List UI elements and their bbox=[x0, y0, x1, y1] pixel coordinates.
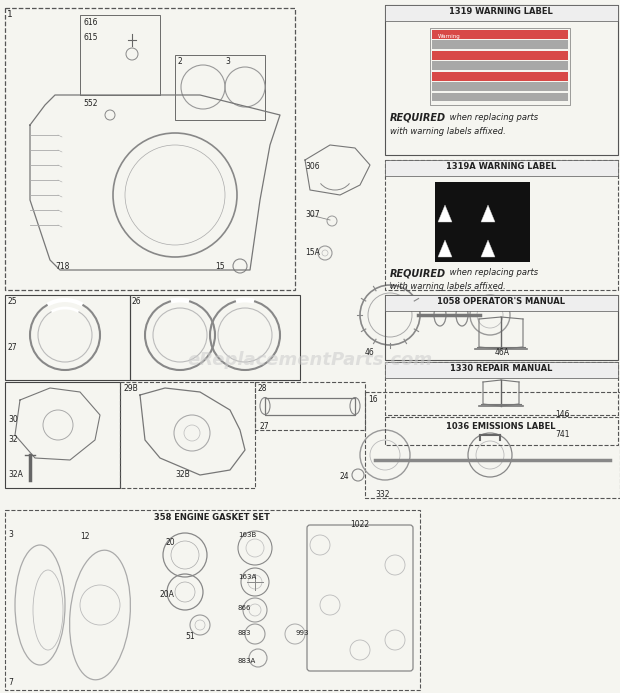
Text: 3: 3 bbox=[225, 57, 230, 66]
Polygon shape bbox=[481, 240, 495, 257]
Bar bbox=[432, 40, 568, 49]
Polygon shape bbox=[438, 205, 452, 222]
Text: REQUIRED: REQUIRED bbox=[390, 268, 446, 278]
Text: 20: 20 bbox=[165, 538, 175, 547]
Text: 28: 28 bbox=[258, 384, 267, 393]
Text: 32A: 32A bbox=[8, 470, 23, 479]
Text: 7: 7 bbox=[8, 678, 13, 687]
Text: when replacing parts: when replacing parts bbox=[447, 268, 538, 277]
Text: 12: 12 bbox=[80, 532, 89, 541]
Text: 27: 27 bbox=[7, 343, 17, 352]
Text: 616: 616 bbox=[83, 18, 97, 27]
Text: 306: 306 bbox=[305, 162, 320, 171]
Text: with warning labels affixed.: with warning labels affixed. bbox=[390, 127, 506, 136]
Bar bbox=[5, 510, 420, 690]
Text: 332: 332 bbox=[375, 490, 389, 499]
Bar bbox=[365, 392, 620, 498]
Bar bbox=[80, 15, 160, 95]
Bar bbox=[255, 382, 365, 430]
Bar bbox=[432, 51, 568, 60]
Text: 29B: 29B bbox=[123, 384, 138, 393]
Polygon shape bbox=[438, 240, 452, 257]
Bar bbox=[175, 55, 265, 120]
Text: 552: 552 bbox=[83, 99, 97, 108]
Bar bbox=[435, 182, 530, 262]
Bar bbox=[432, 93, 568, 101]
Text: 25: 25 bbox=[7, 297, 17, 306]
Bar bbox=[385, 160, 618, 176]
Bar bbox=[385, 362, 618, 378]
Bar bbox=[385, 295, 618, 360]
Text: 866: 866 bbox=[238, 605, 252, 611]
Bar bbox=[385, 160, 618, 290]
Bar bbox=[5, 382, 120, 488]
Text: 1036 EMISSIONS LABEL: 1036 EMISSIONS LABEL bbox=[446, 422, 556, 431]
Bar bbox=[385, 5, 618, 21]
Bar bbox=[5, 8, 295, 290]
Bar bbox=[130, 295, 300, 380]
Text: 993: 993 bbox=[295, 630, 309, 636]
Text: REQUIRED: REQUIRED bbox=[390, 113, 446, 123]
Text: 26: 26 bbox=[132, 297, 141, 306]
Bar bbox=[385, 295, 618, 311]
Polygon shape bbox=[481, 205, 495, 222]
Text: 27: 27 bbox=[260, 422, 270, 431]
Text: 1319 WARNING LABEL: 1319 WARNING LABEL bbox=[449, 7, 553, 16]
Text: 16: 16 bbox=[368, 395, 378, 404]
Text: 358 ENGINE GASKET SET: 358 ENGINE GASKET SET bbox=[154, 513, 270, 522]
Text: 718: 718 bbox=[55, 262, 69, 271]
Bar bbox=[385, 362, 618, 415]
Text: 1058 OPERATOR'S MANUAL: 1058 OPERATOR'S MANUAL bbox=[437, 297, 565, 306]
Bar bbox=[432, 61, 568, 70]
Text: 32B: 32B bbox=[175, 470, 190, 479]
Bar bbox=[430, 28, 570, 105]
Text: 163A: 163A bbox=[238, 574, 256, 580]
Bar bbox=[385, 5, 618, 155]
Text: 615: 615 bbox=[83, 33, 97, 42]
Text: 2: 2 bbox=[178, 57, 183, 66]
Text: 46: 46 bbox=[365, 348, 374, 357]
Bar bbox=[5, 295, 130, 380]
Text: 307: 307 bbox=[305, 210, 320, 219]
Text: 741: 741 bbox=[555, 430, 570, 439]
Text: 30: 30 bbox=[8, 415, 18, 424]
Text: 24: 24 bbox=[340, 472, 350, 481]
Text: 1330 REPAIR MANUAL: 1330 REPAIR MANUAL bbox=[450, 364, 552, 373]
Bar bbox=[432, 71, 568, 80]
Text: 883A: 883A bbox=[238, 658, 256, 664]
Text: 46A: 46A bbox=[495, 348, 510, 357]
Text: eReplacementParts.com: eReplacementParts.com bbox=[187, 351, 433, 369]
Bar bbox=[385, 417, 618, 445]
Text: when replacing parts: when replacing parts bbox=[447, 113, 538, 122]
Text: 1319A WARNING LABEL: 1319A WARNING LABEL bbox=[446, 162, 556, 171]
Text: 1022: 1022 bbox=[350, 520, 369, 529]
Text: 883: 883 bbox=[238, 630, 252, 636]
Text: Warning: Warning bbox=[438, 34, 461, 39]
Text: 1: 1 bbox=[7, 10, 13, 19]
Text: 20A: 20A bbox=[160, 590, 175, 599]
Bar bbox=[432, 30, 568, 39]
Text: 32: 32 bbox=[8, 435, 17, 444]
Text: with warning labels affixed.: with warning labels affixed. bbox=[390, 282, 506, 291]
Text: 3: 3 bbox=[8, 530, 13, 539]
Text: 146: 146 bbox=[555, 410, 570, 419]
Text: 163B: 163B bbox=[238, 532, 256, 538]
Bar bbox=[432, 82, 568, 91]
Text: 15A: 15A bbox=[305, 248, 320, 257]
Bar bbox=[120, 382, 255, 488]
Text: 15: 15 bbox=[215, 262, 224, 271]
Text: 51: 51 bbox=[185, 632, 195, 641]
